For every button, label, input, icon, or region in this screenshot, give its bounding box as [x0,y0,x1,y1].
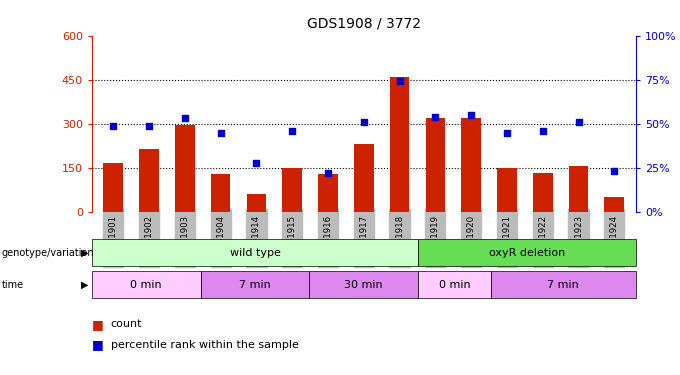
Text: 7 min: 7 min [547,280,579,290]
Bar [426,118,445,212]
Point [215,130,226,136]
Text: 30 min: 30 min [345,280,383,290]
Point [322,170,333,176]
Bar [247,194,267,212]
Point [358,119,369,125]
Bar [605,197,624,212]
Bar [354,144,373,212]
Point [609,168,619,174]
Bar [318,174,338,212]
Text: percentile rank within the sample: percentile rank within the sample [111,340,299,350]
Bar [211,174,231,212]
Bar [533,173,553,212]
Point [108,123,119,129]
Text: 0 min: 0 min [439,280,471,290]
Point [394,78,405,84]
Bar [103,164,123,212]
Text: ▶: ▶ [81,248,88,258]
Point [430,114,441,120]
Point [573,119,584,125]
Text: ■: ■ [92,318,107,331]
Point [251,159,262,165]
Text: time: time [1,280,24,290]
Text: ■: ■ [92,339,107,351]
Point [466,112,477,118]
Bar [175,125,194,212]
Bar [461,118,481,212]
Text: ▶: ▶ [81,280,88,290]
Point [180,116,190,122]
Text: count: count [111,320,142,329]
Text: genotype/variation: genotype/variation [1,248,94,258]
Bar [139,149,159,212]
Point [143,123,154,129]
Text: 0 min: 0 min [131,280,162,290]
Point [502,130,513,136]
Point [537,128,548,134]
Bar [497,168,517,212]
Bar [390,77,409,212]
Text: wild type: wild type [230,248,280,258]
Bar [282,168,302,212]
Text: GDS1908 / 3772: GDS1908 / 3772 [307,17,421,31]
Bar [568,166,588,212]
Text: oxyR deletion: oxyR deletion [489,248,565,258]
Point [287,128,298,134]
Text: 7 min: 7 min [239,280,271,290]
